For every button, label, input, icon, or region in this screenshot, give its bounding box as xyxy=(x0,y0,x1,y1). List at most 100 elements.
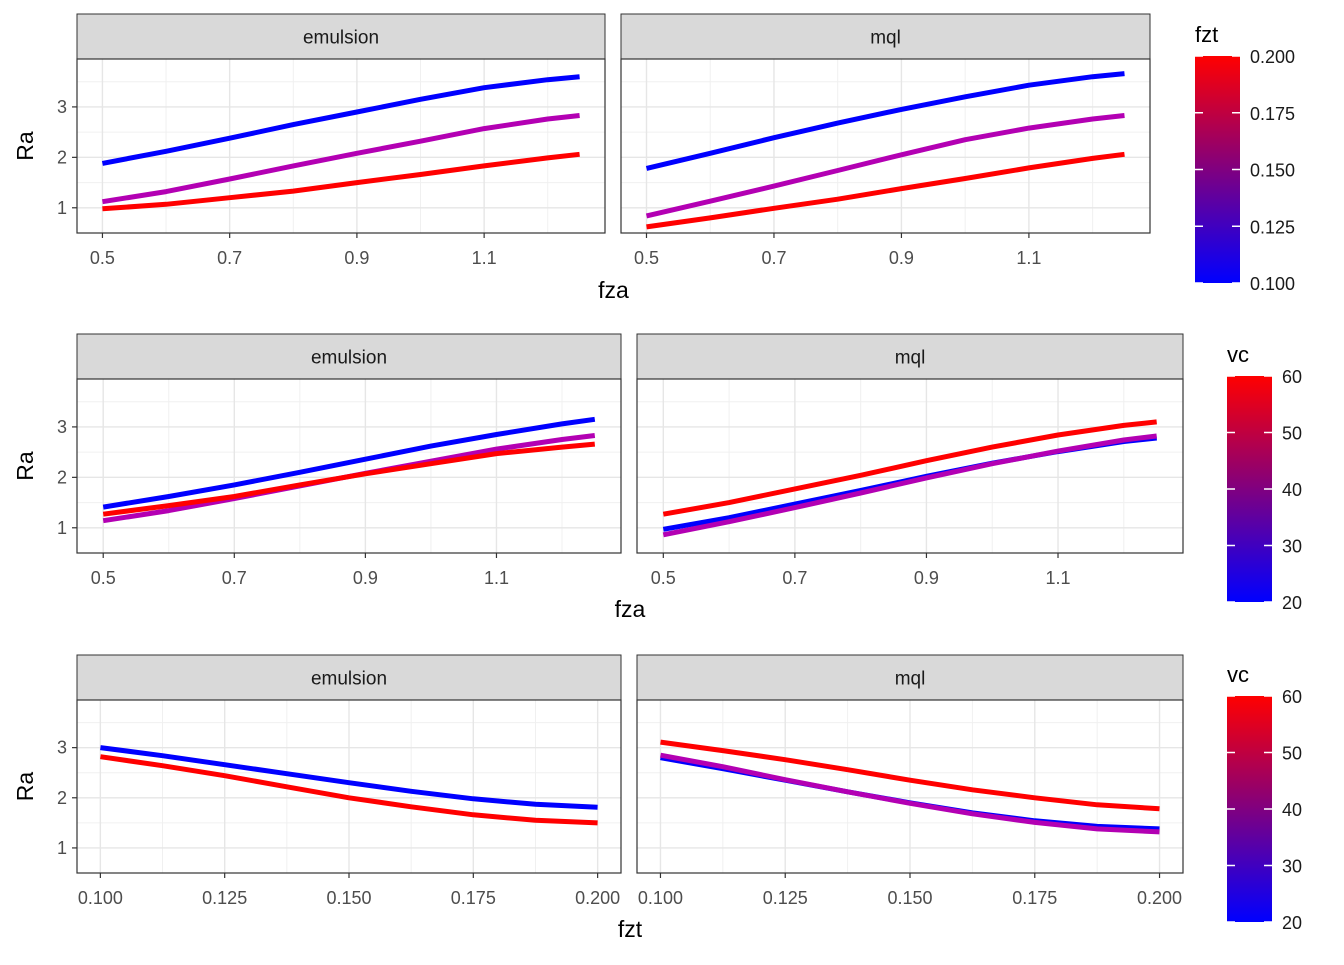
x-tick-label: 1.1 xyxy=(1016,248,1041,268)
x-tick-label: 0.5 xyxy=(91,568,116,588)
facet-panel-emulsion: emulsion 0.100 0.125 0.150 0.175 0.200 1 2 3 xyxy=(57,654,622,908)
series-line-mql-60 xyxy=(660,739,1160,812)
y-tick-label: 3 xyxy=(57,97,67,117)
x-tick-label: 0.7 xyxy=(217,248,242,268)
y-tick-label: 3 xyxy=(57,738,67,758)
x-tick-label: 0.100 xyxy=(78,888,123,908)
facet-panel-mql: mql 0.5 0.7 0.9 1.1 xyxy=(636,333,1184,588)
x-tick-label: 0.7 xyxy=(782,568,807,588)
panel-border xyxy=(636,378,1184,554)
series-line-emulsion-0.1 xyxy=(101,74,580,166)
y-tick-label: 2 xyxy=(57,467,67,487)
facet-strip xyxy=(636,333,1184,380)
series-line-emulsion-20 xyxy=(102,416,596,510)
x-tick-label: 0.9 xyxy=(889,248,914,268)
legend-tick-label: 40 xyxy=(1282,480,1302,500)
facet-strip-label: mql xyxy=(895,348,926,369)
x-tick-label: 0.100 xyxy=(638,888,683,908)
x-tick-label: 0.200 xyxy=(575,888,620,908)
legend-tick-label: 0.175 xyxy=(1250,104,1295,124)
legend-tick-label: 30 xyxy=(1282,537,1302,557)
color-legend: vc 20 30 40 50 60 xyxy=(1227,662,1302,933)
panel-border xyxy=(76,378,622,554)
facet-panel-mql: mql 0.5 0.7 0.9 1.1 xyxy=(620,13,1151,268)
x-axis-title: fzt xyxy=(618,916,643,942)
y-axis-title: Ra xyxy=(12,131,38,161)
facet-strip xyxy=(76,13,606,60)
legend-tick-label: 50 xyxy=(1282,424,1302,444)
x-tick-label: 0.150 xyxy=(326,888,371,908)
y-tick-label: 3 xyxy=(57,417,67,437)
x-tick-label: 0.5 xyxy=(634,248,659,268)
facet-strip-label: mql xyxy=(870,28,901,49)
facet-strip xyxy=(620,13,1151,60)
facet-strip-label: emulsion xyxy=(311,669,387,690)
x-tick-label: 0.5 xyxy=(90,248,115,268)
series-line-emulsion-60 xyxy=(100,754,598,826)
color-legend: fzt 0.100 0.125 0.150 0.175 0.200 xyxy=(1195,22,1295,294)
facet-panel-emulsion: emulsion 0.5 0.7 0.9 1.1 1 2 3 xyxy=(57,13,606,268)
y-axis-title: Ra xyxy=(12,451,38,481)
x-tick-label: 0.7 xyxy=(761,248,786,268)
series-line-emulsion-0.15 xyxy=(102,113,580,205)
x-tick-label: 0.9 xyxy=(914,568,939,588)
legend-tick-label: 40 xyxy=(1282,800,1302,820)
x-tick-label: 1.1 xyxy=(1045,568,1070,588)
series-line-emulsion-20 xyxy=(100,745,598,810)
facet-strip-label: emulsion xyxy=(311,348,387,369)
y-tick-label: 1 xyxy=(57,198,67,218)
legend-tick-label: 0.200 xyxy=(1250,47,1295,67)
color-legend: vc 20 30 40 50 60 xyxy=(1227,342,1302,613)
panel-border xyxy=(620,58,1151,234)
panel-background xyxy=(621,59,1150,233)
x-tick-label: 0.7 xyxy=(222,568,247,588)
x-tick-label: 0.9 xyxy=(353,568,378,588)
facet-strip-label: emulsion xyxy=(303,28,379,49)
series-line-mql-0.1 xyxy=(645,71,1125,171)
legend-tick-label: 20 xyxy=(1282,913,1302,933)
facet-panel-mql: mql 0.100 0.125 0.150 0.175 0.200 xyxy=(636,654,1184,908)
chart-row-2: emulsion 0.5 0.7 0.9 1.1 1 2 3 mql 0.5 0.7 0.9 1.1 fz… xyxy=(12,333,1302,622)
series-line-emulsion-60 xyxy=(102,441,596,517)
legend-title: fzt xyxy=(1195,22,1218,47)
legend-tick-label: 0.125 xyxy=(1250,217,1295,237)
legend-tick-label: 50 xyxy=(1282,744,1302,764)
legend-tick-label: 30 xyxy=(1282,857,1302,877)
x-axis-title: fza xyxy=(615,596,646,622)
series-line-mql-0.2 xyxy=(646,151,1125,230)
x-tick-label: 1.1 xyxy=(484,568,509,588)
facet-strip xyxy=(76,333,622,380)
facet-strip xyxy=(636,654,1184,701)
x-tick-label: 0.200 xyxy=(1137,888,1182,908)
x-tick-label: 0.175 xyxy=(451,888,496,908)
series-line-mql-0.15 xyxy=(645,113,1125,219)
legend-tick-label: 0.150 xyxy=(1250,161,1295,181)
chart-row-3: emulsion 0.100 0.125 0.150 0.175 0.200 1 2 3 mql 0… xyxy=(12,654,1302,942)
y-tick-label: 2 xyxy=(57,788,67,808)
x-tick-label: 1.1 xyxy=(472,248,497,268)
legend-tick-label: 60 xyxy=(1282,367,1302,387)
panel-background xyxy=(77,379,621,553)
y-tick-label: 1 xyxy=(57,838,67,858)
x-tick-label: 0.9 xyxy=(344,248,369,268)
legend-tick-label: 20 xyxy=(1282,593,1302,613)
legend-title: vc xyxy=(1227,342,1249,367)
facet-strip xyxy=(76,654,622,701)
facet-panel-emulsion: emulsion 0.5 0.7 0.9 1.1 1 2 3 xyxy=(57,333,622,588)
facet-strip-label: mql xyxy=(895,669,926,690)
series-line-mql-40 xyxy=(662,433,1158,538)
x-axis-title: fza xyxy=(598,277,629,303)
y-axis-title: Ra xyxy=(12,772,38,802)
x-tick-label: 0.5 xyxy=(651,568,676,588)
x-tick-label: 0.175 xyxy=(1012,888,1057,908)
series-line-mql-60 xyxy=(662,419,1157,517)
legend-tick-label: 0.100 xyxy=(1250,274,1295,294)
x-tick-label: 0.125 xyxy=(202,888,247,908)
y-tick-label: 2 xyxy=(57,147,67,167)
chart-row-1: emulsion 0.5 0.7 0.9 1.1 1 2 3 mql 0.5 0.7 0.9 1.1 fz… xyxy=(12,13,1295,303)
y-tick-label: 1 xyxy=(57,518,67,538)
x-tick-label: 0.125 xyxy=(763,888,808,908)
x-tick-label: 0.150 xyxy=(887,888,932,908)
